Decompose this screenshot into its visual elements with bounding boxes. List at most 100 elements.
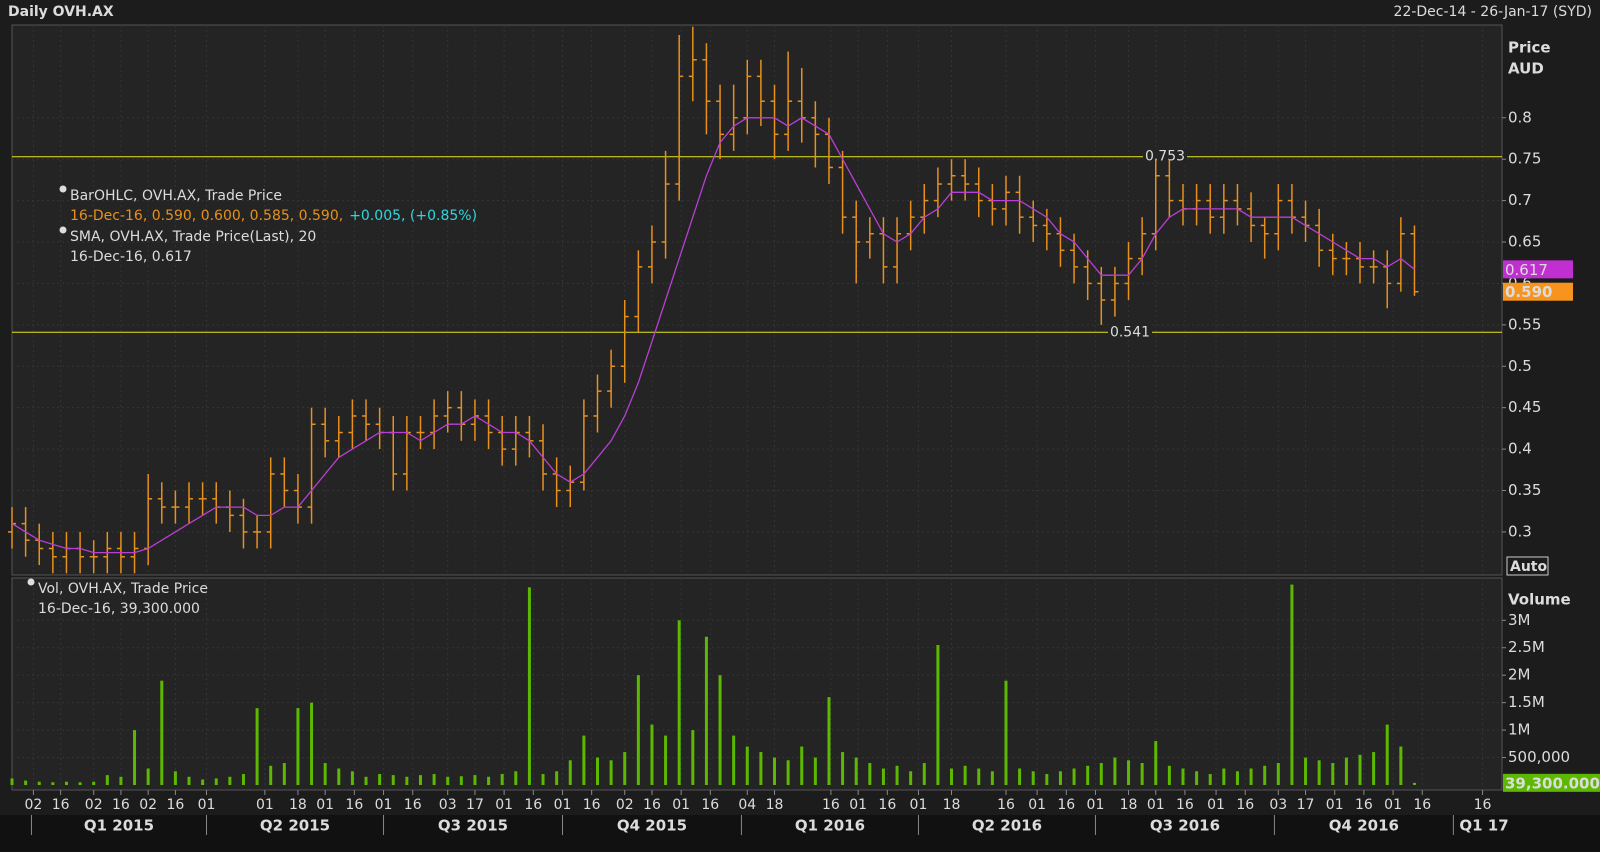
volume-bar — [37, 781, 41, 785]
x-tick-label: 01 — [316, 797, 334, 813]
volume-bar — [582, 735, 586, 785]
volume-tick-label: 3M — [1508, 611, 1531, 629]
volume-bar — [977, 768, 981, 785]
volume-bar — [1344, 757, 1348, 785]
x-tick-label: 16 — [404, 797, 422, 813]
volume-bar — [1140, 763, 1144, 785]
x-tick-label: 16 — [345, 797, 363, 813]
legend-bullet — [27, 578, 35, 586]
volume-bar — [718, 675, 722, 785]
volume-bar — [691, 730, 695, 785]
volume-bar — [1154, 741, 1158, 785]
x-tick-label: 03 — [439, 797, 457, 813]
volume-bar — [827, 697, 831, 785]
volume-bar — [1372, 752, 1376, 785]
volume-bar — [51, 782, 55, 785]
volume-bar — [1249, 768, 1253, 785]
volume-bar — [786, 760, 790, 785]
volume-bar — [214, 778, 218, 785]
volume-bar — [1045, 774, 1049, 785]
volume-bar — [1358, 754, 1362, 785]
x-tick-label: 16 — [822, 797, 840, 813]
volume-bar — [92, 781, 96, 785]
reference-label: 0.541 — [1110, 324, 1150, 340]
x-tick-label: 02 — [616, 797, 634, 813]
x-tick-label: 01 — [910, 797, 928, 813]
x-tick-label: 16 — [1176, 797, 1194, 813]
volume-bar — [990, 771, 994, 785]
volume-bar — [854, 757, 858, 785]
auto-button-label[interactable]: Auto — [1510, 559, 1547, 575]
volume-bar — [1058, 771, 1062, 785]
volume-bar — [568, 760, 572, 785]
volume-bar — [800, 746, 804, 785]
volume-bar — [936, 644, 940, 785]
x-tick-label: 01 — [1147, 797, 1165, 813]
volume-bar — [105, 775, 109, 785]
x-tick-label: 16 — [583, 797, 601, 813]
volume-bar — [841, 752, 845, 785]
volume-bar — [350, 771, 354, 785]
x-tick-label: 17 — [1297, 797, 1315, 813]
legend-bullet — [59, 226, 67, 234]
price-pane — [11, 24, 1503, 576]
x-tick-label: 16 — [643, 797, 661, 813]
volume-bar — [64, 781, 68, 785]
volume-bar — [269, 765, 273, 785]
volume-bar — [310, 702, 314, 785]
volume-bar — [1235, 771, 1239, 785]
volume-bar — [1113, 757, 1117, 785]
last-value-label: 0.590 — [1505, 283, 1552, 301]
volume-bar — [405, 776, 409, 785]
quarter-label: Q4 2016 — [1329, 817, 1399, 835]
y-tick-label: 0.75 — [1508, 150, 1541, 168]
volume-bar — [1099, 763, 1103, 785]
volume-bar — [759, 752, 763, 785]
legend-name: BarOHLC, OVH.AX, Trade Price — [70, 188, 282, 204]
volume-bar — [527, 587, 531, 785]
x-tick-label: 18 — [943, 797, 961, 813]
volume-bar — [391, 775, 395, 785]
auto-button[interactable] — [1506, 556, 1549, 576]
x-tick-label: 16 — [1355, 797, 1373, 813]
volume-bar — [1031, 771, 1035, 785]
legend-bullet — [59, 185, 67, 193]
volume-bar — [201, 779, 205, 785]
legend-name: Vol, OVH.AX, Trade Price — [38, 581, 208, 597]
volume-bar — [78, 782, 82, 785]
x-tick-label: 01 — [495, 797, 513, 813]
x-tick-label: 01 — [1326, 797, 1344, 813]
sma-line — [11, 117, 1415, 554]
volume-bar — [963, 765, 967, 785]
volume-bar — [636, 675, 640, 785]
volume-bar — [609, 760, 613, 785]
x-tick-label: 04 — [738, 797, 756, 813]
volume-bar — [173, 771, 177, 785]
volume-bar — [282, 763, 286, 785]
volume-bar — [909, 771, 913, 785]
volume-bar — [732, 735, 736, 785]
x-tick-label: 01 — [849, 797, 867, 813]
x-tick-label: 16 — [1413, 797, 1431, 813]
chart-title: Daily OVH.AX — [8, 4, 114, 20]
y-tick-label: 0.3 — [1508, 522, 1532, 540]
y-axis-unit: AUD — [1508, 60, 1544, 78]
volume-bar — [473, 775, 477, 785]
y-tick-label: 0.65 — [1508, 233, 1541, 251]
volume-bar — [1399, 746, 1403, 785]
volume-tick-label: 1.5M — [1508, 693, 1545, 711]
volume-bar — [160, 680, 164, 785]
x-tick-label: 16 — [52, 797, 70, 813]
y-tick-label: 0.8 — [1508, 108, 1532, 126]
volume-bar — [950, 768, 954, 785]
volume-bar — [868, 763, 872, 785]
x-tick-label: 17 — [466, 797, 484, 813]
x-tick-label: 16 — [701, 797, 719, 813]
volume-bar — [500, 774, 504, 785]
volume-bar — [378, 774, 382, 785]
volume-bar — [895, 765, 899, 785]
x-tick-label: 03 — [1269, 797, 1287, 813]
volume-bar — [1317, 760, 1321, 785]
